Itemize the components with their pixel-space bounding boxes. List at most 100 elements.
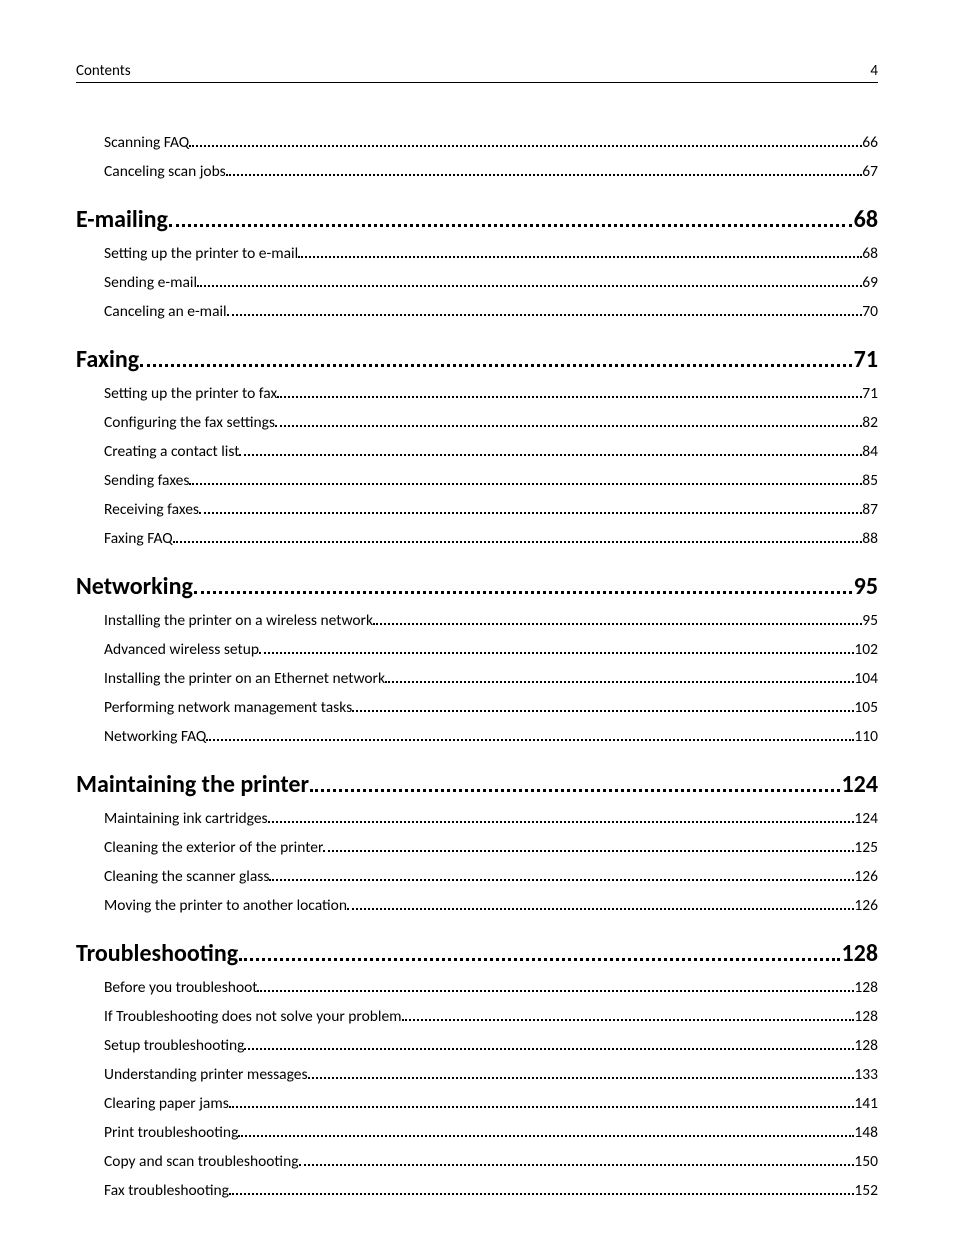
toc-sub-page: 110 xyxy=(854,727,878,746)
toc-sub-entry: Clearing paper jams141 xyxy=(104,1094,878,1113)
toc-sub-page: 71 xyxy=(862,384,878,403)
toc-sub-page: 69 xyxy=(862,273,878,292)
toc-sub-page: 95 xyxy=(862,611,878,630)
toc-sub-entry: Creating a contact list84 xyxy=(104,442,878,461)
toc-sub-entry: Print troubleshooting148 xyxy=(104,1123,878,1142)
toc-sub-entry: Canceling scan jobs 67 xyxy=(104,162,878,181)
toc-heading-page: 95 xyxy=(854,572,878,601)
toc-sub-label: Setup troubleshooting xyxy=(104,1036,244,1055)
toc-sub-label: Cleaning the exterior of the printer xyxy=(104,838,323,857)
toc-section: E-mailing68 Setting up the printer to e-m… xyxy=(76,205,878,321)
toc-sub-page: 66 xyxy=(862,133,878,152)
toc-sub-label: Canceling scan jobs xyxy=(104,162,226,181)
toc-sub-page: 88 xyxy=(862,529,878,548)
toc-sub-entry: Sending e-mail 69 xyxy=(104,273,878,292)
toc-section: Troubleshooting128Before you troubleshoo… xyxy=(76,939,878,1200)
toc-leader xyxy=(352,710,854,712)
toc-leader xyxy=(194,591,852,594)
toc-sub-entry: Moving the printer to another location12… xyxy=(104,896,878,915)
toc-sub-label: Installing the printer on an Ethernet ne… xyxy=(104,669,385,688)
toc-heading-page: 124 xyxy=(842,770,879,799)
toc-sub-page: 125 xyxy=(854,838,878,857)
toc-sub-label: Canceling an e-mail xyxy=(104,302,227,321)
toc-heading-page: 128 xyxy=(842,939,879,968)
toc-leader xyxy=(229,1193,855,1195)
toc-leader xyxy=(238,1135,854,1137)
toc-sub-entry: If Troubleshooting does not solve your p… xyxy=(104,1007,878,1026)
toc-sub-page: 68 xyxy=(862,244,878,263)
toc-sub-page: 128 xyxy=(854,978,878,997)
table-of-contents: Scanning FAQ 66 Canceling scan jobs 67 E-mai… xyxy=(76,133,878,1200)
toc-leader xyxy=(189,145,862,147)
toc-heading-page: 71 xyxy=(854,345,878,374)
toc-sub-entry: Setup troubleshooting128 xyxy=(104,1036,878,1055)
toc-section-heading: Faxing 71 xyxy=(76,345,878,374)
toc-leader xyxy=(277,396,862,398)
toc-initial-block: Scanning FAQ 66 Canceling scan jobs 67 xyxy=(76,133,878,181)
toc-sub-entry: Faxing FAQ 88 xyxy=(104,529,878,548)
toc-sub-entry: Networking FAQ 110 xyxy=(104,727,878,746)
toc-section-heading: E-mailing68 xyxy=(76,205,878,234)
toc-sub-page: 87 xyxy=(862,500,878,519)
toc-leader xyxy=(402,1019,855,1021)
toc-sub-entry: Before you troubleshoot128 xyxy=(104,978,878,997)
toc-sub-page: 85 xyxy=(862,471,878,490)
toc-sub-entry: Setting up the printer to e-mail 68 xyxy=(104,244,878,263)
toc-sub-entry: Configuring the fax settings82 xyxy=(104,413,878,432)
toc-sub-label: Scanning FAQ xyxy=(104,133,189,152)
toc-sub-page: 70 xyxy=(862,302,878,321)
toc-leader xyxy=(268,821,855,823)
toc-sub-entry: Setting up the printer to fax71 xyxy=(104,384,878,403)
toc-leader xyxy=(275,425,862,427)
toc-sub-label: Performing network management tasks xyxy=(104,698,352,717)
toc-sub-entry: Installing the printer on a wireless net… xyxy=(104,611,878,630)
toc-leader xyxy=(323,850,854,852)
toc-sub-entry: Sending faxes 85 xyxy=(104,471,878,490)
toc-sub-page: 148 xyxy=(854,1123,878,1142)
toc-heading-label: Faxing xyxy=(76,345,139,374)
toc-sub-page: 141 xyxy=(854,1094,878,1113)
toc-sub-entry: Copy and scan troubleshooting150 xyxy=(104,1152,878,1171)
toc-sub-entry: Scanning FAQ 66 xyxy=(104,133,878,152)
toc-leader xyxy=(347,908,854,910)
toc-sub-label: Faxing FAQ xyxy=(104,529,173,548)
toc-leader xyxy=(226,174,863,176)
toc-leader xyxy=(299,1164,855,1166)
toc-sub-entry: Maintaining ink cartridges124 xyxy=(104,809,878,828)
toc-sub-entry: Cleaning the exterior of the printer 125 xyxy=(104,838,878,857)
toc-sub-label: Sending faxes xyxy=(104,471,189,490)
toc-leader xyxy=(298,256,862,258)
toc-leader xyxy=(257,990,854,992)
toc-section: Maintaining the printer124Maintaining in… xyxy=(76,770,878,915)
toc-sub-page: 102 xyxy=(854,640,878,659)
toc-sub-page: 150 xyxy=(854,1152,878,1171)
toc-sub-page: 82 xyxy=(862,413,878,432)
toc-leader xyxy=(310,789,840,792)
toc-sub-entry: Installing the printer on an Ethernet ne… xyxy=(104,669,878,688)
toc-heading-label: Maintaining the printer xyxy=(76,770,309,799)
page-header: Contents 4 xyxy=(76,62,878,83)
toc-sub-entry: Receiving faxes87 xyxy=(104,500,878,519)
toc-sub-label: Sending e-mail xyxy=(104,273,197,292)
toc-sub-entry: Fax troubleshooting152 xyxy=(104,1181,878,1200)
toc-sub-label: If Troubleshooting does not solve your p… xyxy=(104,1007,402,1026)
toc-leader xyxy=(244,1048,854,1050)
page-number: 4 xyxy=(870,62,878,80)
toc-leader xyxy=(199,512,862,514)
toc-leader xyxy=(206,739,854,741)
toc-sub-entry: Advanced wireless setup102 xyxy=(104,640,878,659)
toc-sub-label: Setting up the printer to e-mail xyxy=(104,244,298,263)
toc-sub-label: Networking FAQ xyxy=(104,727,206,746)
toc-leader xyxy=(269,879,854,881)
toc-leader xyxy=(239,454,862,456)
toc-sub-page: 126 xyxy=(854,867,878,886)
toc-leader xyxy=(373,623,862,625)
toc-sub-page: 124 xyxy=(854,809,878,828)
toc-sub-page: 67 xyxy=(862,162,878,181)
toc-leader xyxy=(169,224,852,227)
toc-sub-label: Fax troubleshooting xyxy=(104,1181,229,1200)
toc-sub-label: Moving the printer to another location xyxy=(104,896,347,915)
toc-leader xyxy=(229,1106,855,1108)
toc-section: Faxing71Setting up the printer to fax71C… xyxy=(76,345,878,548)
toc-sub-page: 133 xyxy=(854,1065,878,1084)
